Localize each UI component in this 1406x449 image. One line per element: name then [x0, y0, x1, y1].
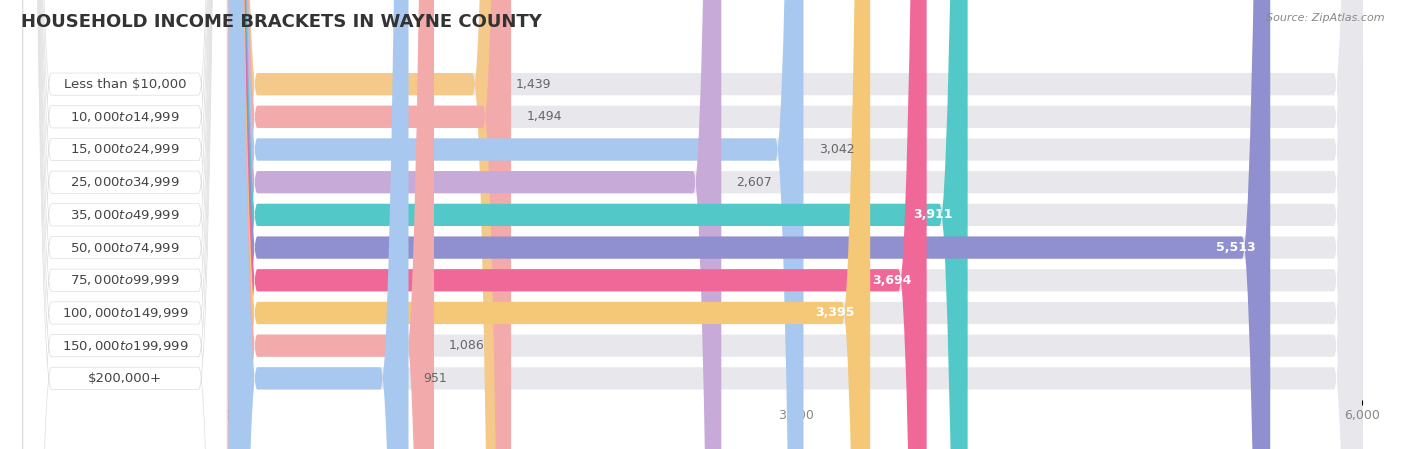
- Text: $35,000 to $49,999: $35,000 to $49,999: [70, 208, 180, 222]
- FancyBboxPatch shape: [22, 0, 226, 449]
- FancyBboxPatch shape: [22, 0, 226, 449]
- FancyBboxPatch shape: [22, 0, 226, 449]
- FancyBboxPatch shape: [229, 0, 1362, 449]
- Text: 951: 951: [423, 372, 447, 385]
- Text: 3,694: 3,694: [872, 274, 911, 287]
- FancyBboxPatch shape: [229, 0, 927, 449]
- Text: $50,000 to $74,999: $50,000 to $74,999: [70, 241, 180, 255]
- Text: 3,911: 3,911: [912, 208, 952, 221]
- FancyBboxPatch shape: [22, 0, 226, 449]
- Text: 1,086: 1,086: [449, 339, 485, 352]
- Text: $75,000 to $99,999: $75,000 to $99,999: [70, 273, 180, 287]
- FancyBboxPatch shape: [22, 0, 226, 449]
- FancyBboxPatch shape: [229, 0, 1362, 449]
- FancyBboxPatch shape: [229, 0, 512, 449]
- FancyBboxPatch shape: [22, 0, 226, 449]
- FancyBboxPatch shape: [229, 0, 501, 449]
- Text: 3,042: 3,042: [818, 143, 855, 156]
- Text: 5,513: 5,513: [1216, 241, 1256, 254]
- Text: $150,000 to $199,999: $150,000 to $199,999: [62, 339, 188, 352]
- Text: $200,000+: $200,000+: [89, 372, 162, 385]
- Text: Less than $10,000: Less than $10,000: [63, 78, 186, 91]
- FancyBboxPatch shape: [229, 0, 1362, 449]
- FancyBboxPatch shape: [22, 0, 226, 449]
- Text: $100,000 to $149,999: $100,000 to $149,999: [62, 306, 188, 320]
- FancyBboxPatch shape: [229, 0, 1362, 449]
- FancyBboxPatch shape: [22, 0, 226, 449]
- FancyBboxPatch shape: [229, 0, 409, 449]
- FancyBboxPatch shape: [229, 0, 1362, 449]
- FancyBboxPatch shape: [229, 0, 1270, 449]
- FancyBboxPatch shape: [229, 0, 803, 449]
- Text: Source: ZipAtlas.com: Source: ZipAtlas.com: [1267, 13, 1385, 23]
- Text: $15,000 to $24,999: $15,000 to $24,999: [70, 142, 180, 157]
- Text: 3,395: 3,395: [815, 307, 855, 320]
- FancyBboxPatch shape: [229, 0, 1362, 449]
- FancyBboxPatch shape: [229, 0, 967, 449]
- Text: 1,494: 1,494: [526, 110, 561, 123]
- FancyBboxPatch shape: [229, 0, 1362, 449]
- Text: $10,000 to $14,999: $10,000 to $14,999: [70, 110, 180, 124]
- FancyBboxPatch shape: [229, 0, 870, 449]
- FancyBboxPatch shape: [229, 0, 1362, 449]
- FancyBboxPatch shape: [22, 0, 226, 449]
- FancyBboxPatch shape: [22, 0, 226, 449]
- Text: 1,439: 1,439: [516, 78, 551, 91]
- FancyBboxPatch shape: [229, 0, 1362, 449]
- FancyBboxPatch shape: [229, 0, 1362, 449]
- FancyBboxPatch shape: [229, 0, 721, 449]
- FancyBboxPatch shape: [229, 0, 434, 449]
- Text: HOUSEHOLD INCOME BRACKETS IN WAYNE COUNTY: HOUSEHOLD INCOME BRACKETS IN WAYNE COUNT…: [21, 13, 541, 31]
- Text: 2,607: 2,607: [737, 176, 772, 189]
- Text: $25,000 to $34,999: $25,000 to $34,999: [70, 175, 180, 189]
